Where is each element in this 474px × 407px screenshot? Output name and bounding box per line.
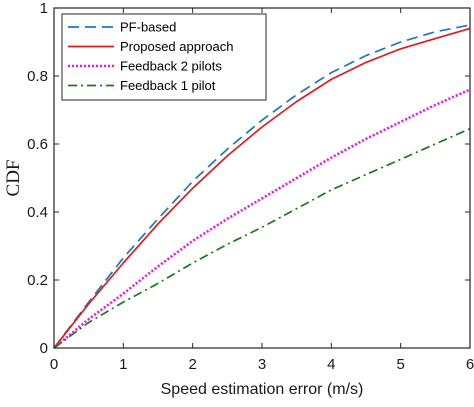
y-tick-label: 1: [40, 0, 48, 17]
legend-label-3: Feedback 2 pilots: [120, 59, 222, 74]
series-line-2: [53, 27, 471, 349]
y-tick-label: 0.8: [27, 68, 48, 85]
legend-label-4: Feedback 1 pilot: [120, 78, 216, 93]
y-tick-label: 0.4: [27, 204, 48, 221]
x-tick-label: 6: [466, 356, 474, 373]
x-tick-label: 4: [327, 356, 335, 373]
series-line-3: [53, 88, 471, 349]
y-axis-label: CDF: [3, 160, 24, 197]
y-tick-label: 0: [40, 340, 48, 357]
x-tick-label: 3: [258, 356, 266, 373]
x-tick-label: 2: [188, 356, 196, 373]
y-tick-label: 0.2: [27, 272, 48, 289]
x-tick-label: 0: [50, 356, 58, 373]
y-tick-label: 0.6: [27, 136, 48, 153]
legend-label-2: Proposed approach: [120, 39, 233, 54]
series-lines: [53, 24, 471, 349]
legend-label-1: PF-based: [120, 20, 176, 35]
series-line-4: [53, 127, 471, 349]
series-line-1: [53, 24, 471, 349]
x-axis-label: Speed estimation error (m/s): [161, 381, 364, 398]
axis-ticks: [53, 7, 471, 349]
x-tick-label: 1: [119, 356, 127, 373]
legend: PF-based Proposed approach Feedback 2 pilo…: [61, 13, 267, 101]
tick-labels: 0 1 2 3 4 5 6 0 0.2 0.4 0.6 0.8 1: [27, 0, 474, 373]
legend-items: PF-based Proposed approach Feedback 2 pilo…: [68, 20, 233, 93]
x-tick-label: 5: [396, 356, 404, 373]
